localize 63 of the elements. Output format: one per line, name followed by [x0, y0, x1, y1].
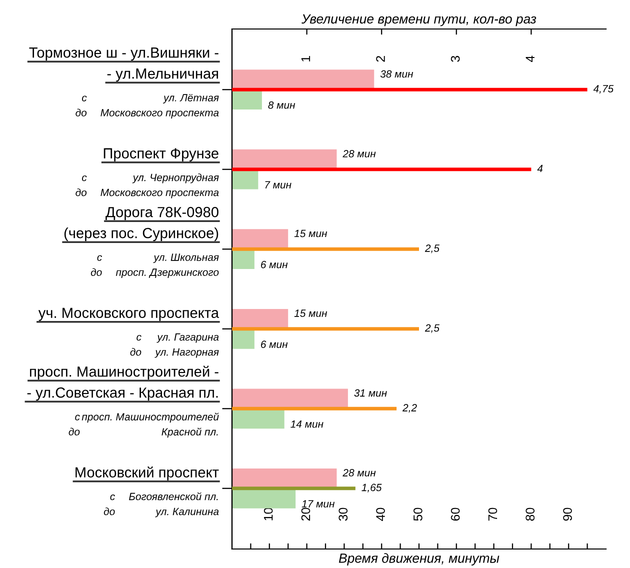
data-label: 2,2	[402, 404, 417, 413]
text: Московского проспекта	[100, 188, 219, 198]
text: до	[90, 268, 102, 276]
x-tick-label: 30	[338, 508, 348, 521]
text: ул. Чернопрудная	[132, 174, 219, 184]
x-tick-label: 90	[563, 508, 572, 521]
data-label: 8 мин	[268, 101, 296, 109]
data-label: 15 мин	[294, 230, 328, 238]
x2-axis-title: Увеличение времени пути, кол-во раз	[302, 14, 536, 26]
data-label: 2,5	[424, 244, 440, 254]
y-tick-label: Московский проспект	[76, 466, 219, 480]
x-tick-label: 10	[264, 508, 273, 520]
y-tick-label: просп. Машиностроителей - - ул.Советская - Красная пл.	[27, 366, 218, 401]
x2-tick-label: 1	[301, 56, 310, 62]
y-tick-label: Дорога 78К-0980 (через пос. Суринское)	[64, 206, 218, 242]
data-label: 7 мин	[265, 181, 292, 189]
x-tick-label: 70	[488, 508, 498, 521]
data-label: 1,65	[362, 484, 382, 492]
data-label: 6 мин	[261, 260, 288, 268]
x-tick-label: 80	[526, 508, 535, 521]
data-label: 14 мин	[290, 420, 324, 428]
y-tick-label: уч. Московского проспекта	[38, 308, 220, 321]
x-tick-label: 50	[414, 508, 422, 521]
x-tick-label: 20	[301, 508, 310, 521]
text: до	[104, 508, 115, 516]
y-tick-label: Тормозное ш - ул.Вишняки - - ул.Мельничная	[29, 48, 218, 82]
data-label: 2,5	[424, 324, 440, 333]
text: с	[75, 414, 80, 420]
text: просп. Дзержинского	[116, 268, 219, 278]
text: до	[130, 348, 142, 356]
data-label: 31 мин	[354, 389, 387, 397]
data-label: 4,75	[593, 85, 614, 94]
text: Московского проспекта	[100, 109, 219, 118]
text: с	[82, 175, 87, 182]
x-tick-label: 60	[450, 508, 460, 521]
text: до	[68, 428, 80, 436]
text: с	[136, 334, 142, 341]
text: с	[82, 96, 87, 102]
text: Красной пл.	[162, 428, 218, 438]
x2-tick-label: 2	[376, 56, 385, 62]
text: до	[76, 108, 87, 116]
text: до	[76, 188, 87, 196]
text: ул. Лётная	[162, 94, 219, 104]
x2-tick-label: 3	[450, 56, 460, 62]
x2-tick-label: 4	[526, 56, 534, 62]
data-label: 38 мин	[380, 70, 414, 78]
text: с	[97, 255, 102, 261]
data-label: 28 мин	[342, 469, 376, 476]
text: с	[110, 494, 116, 500]
data-label: 15 мин	[294, 310, 328, 317]
data-label: 28 мин	[342, 150, 376, 158]
text: ул. Нагорная	[154, 348, 219, 358]
text: ул. Гагарина	[156, 333, 219, 343]
text: ул. Калинина	[155, 508, 219, 518]
data-label: 17 мин	[302, 500, 335, 508]
text: Богоявленской пл.	[129, 492, 218, 500]
x-tick-label: 40	[376, 508, 385, 521]
x-axis-title: Время движения, минуты	[338, 553, 500, 566]
data-label: 6 мин	[261, 340, 288, 348]
y-tick-label: Проспект Фрунзе	[104, 148, 218, 162]
text: ул. Школьная	[153, 254, 219, 263]
data-label: 4	[537, 164, 543, 172]
text: просп. Машиностроителей	[82, 412, 219, 423]
